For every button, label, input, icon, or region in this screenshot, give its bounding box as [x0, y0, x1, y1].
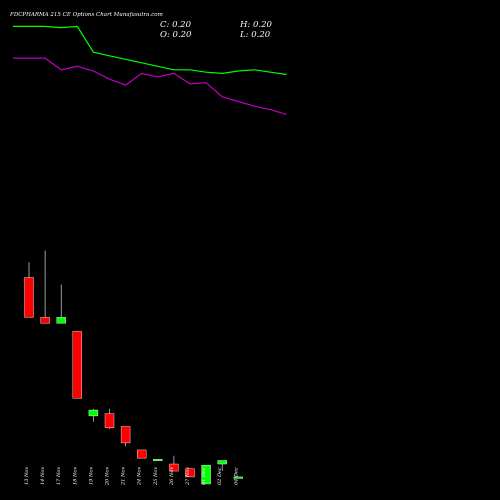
close-readout: C: 0.20	[160, 20, 192, 30]
x-tick-label-6: 20 Nov	[105, 467, 111, 486]
candle-body-8	[136, 449, 147, 459]
candle-body-13	[217, 460, 227, 465]
x-tick-label-9: 25 Nov	[153, 467, 159, 486]
candle-body-12	[201, 464, 211, 485]
candles	[24, 250, 244, 485]
moving-average-line-1	[12, 25, 287, 76]
x-tick-label-1: 13 Nov	[24, 467, 30, 485]
x-tick-label-4: 18 Nov	[72, 467, 78, 485]
chart-title: FDCPHARMA 215 CE Options Chart Munafasut…	[9, 12, 163, 18]
candle-body-14	[233, 476, 244, 479]
x-axis-tick-labels: 13 Nov 14 Nov 17 Nov 18 Nov 19 Nov 20 Nov 21 N…	[24, 467, 239, 486]
x-tick-label-12: 01 Dec	[201, 467, 207, 485]
moving-average-lines	[12, 25, 287, 115]
candle-body-7	[120, 426, 131, 444]
candle-body-4	[72, 331, 83, 399]
candle-body-10	[169, 463, 179, 472]
x-tick-label-7: 21 Nov	[121, 467, 127, 486]
candle-body-5	[88, 409, 99, 417]
high-readout: H: 0.20	[239, 20, 272, 30]
x-tick-label-11: 27 Nov	[185, 467, 191, 486]
candle-body-1	[24, 277, 34, 318]
x-tick-label-14: 04 Dec	[233, 467, 239, 485]
x-tick-label-5: 19 Nov	[88, 467, 94, 485]
x-tick-label-13: 02 Dec	[217, 467, 223, 485]
candle-body-9	[153, 459, 163, 462]
x-tick-label-8: 24 Nov	[137, 467, 143, 486]
x-tick-label-10: 26 Nov	[169, 467, 175, 486]
candle-body-3	[56, 317, 66, 324]
x-tick-label-3: 17 Nov	[56, 467, 62, 485]
moving-average-line-2	[12, 57, 287, 115]
x-tick-label-2: 14 Nov	[40, 467, 46, 485]
low-readout: L: 0.20	[239, 30, 271, 40]
open-readout: O: 0.20	[160, 30, 192, 40]
candle-body-2	[40, 317, 50, 324]
candle-body-6	[104, 413, 115, 428]
candle-body-11	[185, 468, 195, 478]
